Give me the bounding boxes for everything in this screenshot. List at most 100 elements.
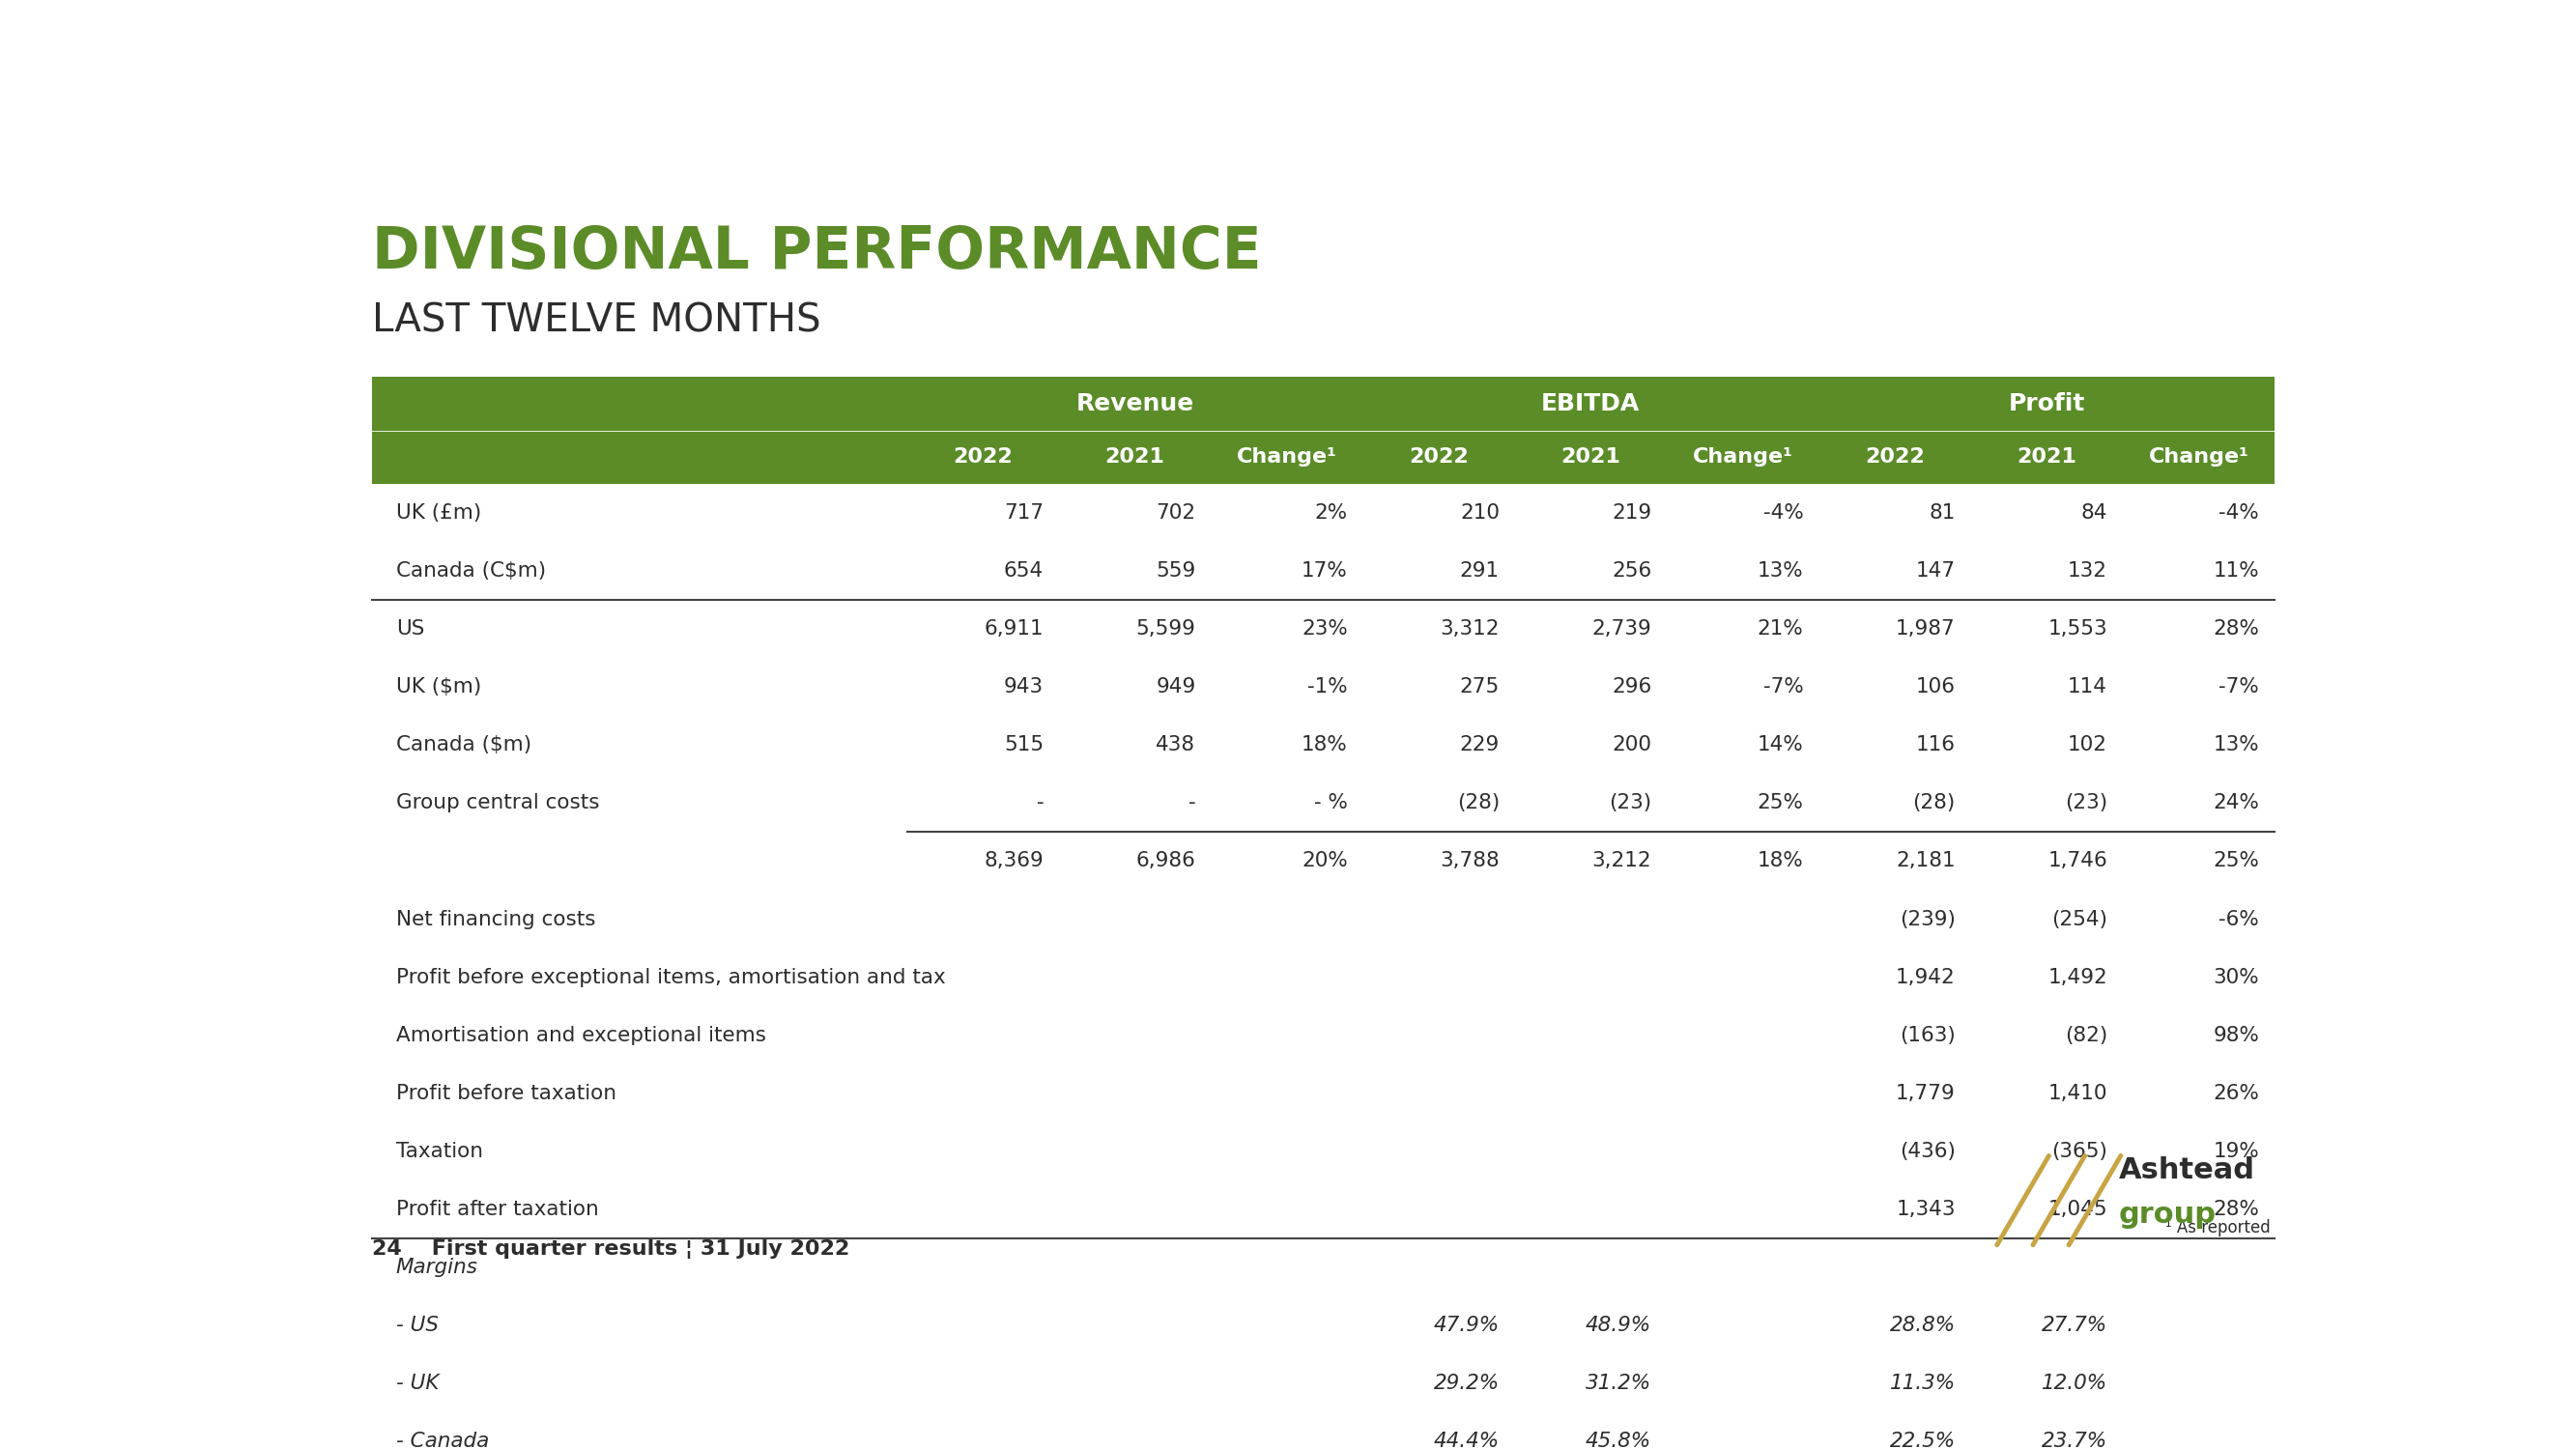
- Text: 26%: 26%: [2213, 1084, 2259, 1103]
- Text: 949: 949: [1157, 678, 1195, 697]
- Text: Change¹: Change¹: [2148, 448, 2249, 467]
- Text: group: group: [2117, 1201, 2215, 1229]
- Text: 24%: 24%: [2213, 794, 2259, 813]
- Text: -4%: -4%: [2218, 503, 2259, 523]
- Text: 2022: 2022: [1409, 448, 1468, 467]
- Text: 6,911: 6,911: [984, 619, 1043, 639]
- Text: Change¹: Change¹: [1236, 448, 1337, 467]
- Text: 210: 210: [1461, 503, 1499, 523]
- Text: 24    First quarter results ¦ 31 July 2022: 24 First quarter results ¦ 31 July 2022: [371, 1239, 850, 1258]
- Text: 654: 654: [1005, 561, 1043, 581]
- Bar: [371, 377, 2275, 430]
- Text: 3,312: 3,312: [1440, 619, 1499, 639]
- Text: Change¹: Change¹: [1692, 448, 1793, 467]
- Text: 14%: 14%: [1757, 736, 1803, 755]
- Text: 291: 291: [1461, 561, 1499, 581]
- Text: 1,746: 1,746: [2048, 852, 2107, 871]
- Text: 2%: 2%: [1314, 503, 1347, 523]
- Text: 1,553: 1,553: [2048, 619, 2107, 639]
- Text: -1%: -1%: [1309, 678, 1347, 697]
- Text: (28): (28): [1458, 794, 1499, 813]
- Text: LAST TWELVE MONTHS: LAST TWELVE MONTHS: [371, 303, 822, 341]
- Text: (365): (365): [2050, 1142, 2107, 1161]
- Text: 717: 717: [1005, 503, 1043, 523]
- Text: 20%: 20%: [1301, 852, 1347, 871]
- Text: -: -: [1036, 794, 1043, 813]
- Text: 116: 116: [1917, 736, 1955, 755]
- Text: (28): (28): [1911, 794, 1955, 813]
- Text: 98%: 98%: [2213, 1026, 2259, 1045]
- Text: -: -: [1188, 794, 1195, 813]
- Text: - US: - US: [397, 1316, 438, 1335]
- Text: -7%: -7%: [1762, 678, 1803, 697]
- Text: UK (£m): UK (£m): [397, 503, 482, 523]
- Text: - Canada: - Canada: [397, 1432, 489, 1449]
- Text: Canada ($m): Canada ($m): [397, 736, 531, 755]
- Text: 1,492: 1,492: [2048, 968, 2107, 987]
- Text: 1,410: 1,410: [2048, 1084, 2107, 1103]
- Text: DIVISIONAL PERFORMANCE: DIVISIONAL PERFORMANCE: [371, 225, 1262, 281]
- Text: 48.9%: 48.9%: [1587, 1316, 1651, 1335]
- Text: -7%: -7%: [2218, 678, 2259, 697]
- Text: 17%: 17%: [1301, 561, 1347, 581]
- Text: Taxation: Taxation: [397, 1142, 482, 1161]
- Text: 25%: 25%: [2213, 852, 2259, 871]
- Text: (254): (254): [2050, 910, 2107, 929]
- Text: 3,212: 3,212: [1592, 852, 1651, 871]
- Text: 28.8%: 28.8%: [1891, 1316, 1955, 1335]
- Text: 515: 515: [1005, 736, 1043, 755]
- Text: 13%: 13%: [2213, 736, 2259, 755]
- Text: 8,369: 8,369: [984, 852, 1043, 871]
- Text: 132: 132: [2069, 561, 2107, 581]
- Text: 23%: 23%: [1301, 619, 1347, 639]
- Text: 11.3%: 11.3%: [1891, 1374, 1955, 1392]
- Text: 47.9%: 47.9%: [1435, 1316, 1499, 1335]
- Text: Ashtead: Ashtead: [2117, 1156, 2254, 1184]
- Text: 25%: 25%: [1757, 794, 1803, 813]
- Text: 106: 106: [1917, 678, 1955, 697]
- Text: Profit before exceptional items, amortisation and tax: Profit before exceptional items, amortis…: [397, 968, 945, 987]
- Text: 559: 559: [1157, 561, 1195, 581]
- Text: ¹ As reported: ¹ As reported: [2166, 1219, 2269, 1236]
- Text: 3,788: 3,788: [1440, 852, 1499, 871]
- Text: (82): (82): [2063, 1026, 2107, 1045]
- Text: 84: 84: [2081, 503, 2107, 523]
- Text: 1,045: 1,045: [2048, 1200, 2107, 1219]
- Text: 256: 256: [1613, 561, 1651, 581]
- Text: 296: 296: [1613, 678, 1651, 697]
- Text: 219: 219: [1613, 503, 1651, 523]
- Text: 18%: 18%: [1757, 852, 1803, 871]
- Text: 5,599: 5,599: [1136, 619, 1195, 639]
- Text: UK ($m): UK ($m): [397, 678, 482, 697]
- Text: 2021: 2021: [1105, 448, 1164, 467]
- Text: 2021: 2021: [1561, 448, 1620, 467]
- Text: Profit: Profit: [2009, 393, 2084, 416]
- Text: Canada (C$m): Canada (C$m): [397, 561, 546, 581]
- Text: 2022: 2022: [953, 448, 1012, 467]
- Text: -4%: -4%: [1762, 503, 1803, 523]
- Text: 102: 102: [2069, 736, 2107, 755]
- Text: 81: 81: [1929, 503, 1955, 523]
- Text: 11%: 11%: [2213, 561, 2259, 581]
- Text: Profit before taxation: Profit before taxation: [397, 1084, 616, 1103]
- Text: US: US: [397, 619, 425, 639]
- Text: 27.7%: 27.7%: [2043, 1316, 2107, 1335]
- Text: 30%: 30%: [2213, 968, 2259, 987]
- Text: Profit after taxation: Profit after taxation: [397, 1200, 598, 1219]
- Text: 1,779: 1,779: [1896, 1084, 1955, 1103]
- Text: - UK: - UK: [397, 1374, 438, 1392]
- Text: 438: 438: [1157, 736, 1195, 755]
- Text: 6,986: 6,986: [1136, 852, 1195, 871]
- Text: 44.4%: 44.4%: [1435, 1432, 1499, 1449]
- Text: (23): (23): [2066, 794, 2107, 813]
- Text: 275: 275: [1461, 678, 1499, 697]
- Text: 19%: 19%: [2213, 1142, 2259, 1161]
- Text: (436): (436): [1899, 1142, 1955, 1161]
- Text: 21%: 21%: [1757, 619, 1803, 639]
- Bar: [371, 430, 2275, 484]
- Text: 29.2%: 29.2%: [1435, 1374, 1499, 1392]
- Text: Revenue: Revenue: [1077, 393, 1193, 416]
- Text: 229: 229: [1461, 736, 1499, 755]
- Text: 200: 200: [1613, 736, 1651, 755]
- Text: 943: 943: [1005, 678, 1043, 697]
